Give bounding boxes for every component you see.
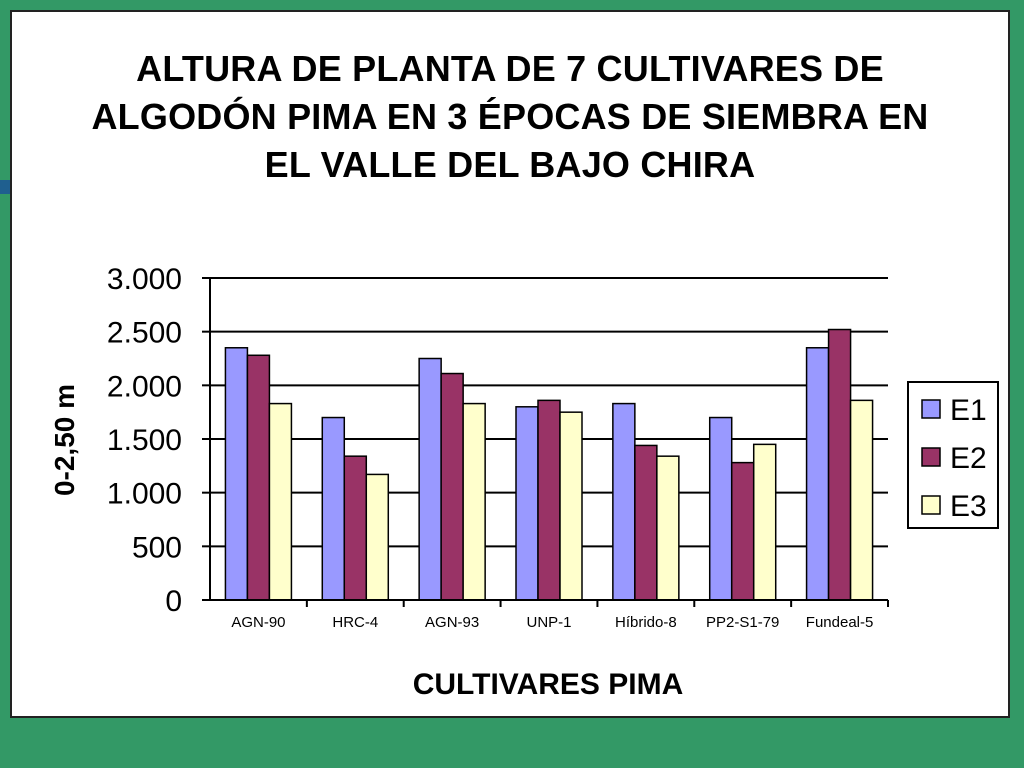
bar-e1-5 <box>708 416 733 601</box>
y-tick-label: 0 <box>165 585 182 618</box>
y-tick-label: 2.000 <box>107 370 182 403</box>
bar-e1-4 <box>612 402 636 601</box>
bar-e3-1 <box>365 473 390 601</box>
x-tick-labels: AGN-90 HRC-4 AGN-93 UNP-1 Híbrido-8 PP2-S1-79… <box>231 614 873 631</box>
bar-e1-6 <box>805 347 830 601</box>
legend-label-e1: E1 <box>950 394 987 427</box>
axes <box>202 277 889 607</box>
bar-e2-5 <box>730 461 755 601</box>
x-tick-label: AGN-90 <box>231 614 285 631</box>
y-axis-label: 0-2,50 m <box>49 384 80 496</box>
chart-title: ALTURA DE PLANTA DE 7 CULTIVARES DE ALGO… <box>91 48 929 185</box>
bar-e1-1 <box>321 416 346 601</box>
side-accent-mark <box>0 180 12 194</box>
bar-e3-0 <box>268 402 293 601</box>
bar-e3-5 <box>752 443 777 601</box>
bar-e2-0 <box>246 354 271 601</box>
bar-e2-6 <box>827 328 852 601</box>
x-tick-label: PP2-S1-79 <box>706 614 779 631</box>
x-tick-label: HRC-4 <box>332 614 378 631</box>
y-tick-label: 1.000 <box>107 478 182 511</box>
x-tick-label: UNP-1 <box>526 614 571 631</box>
legend-label-e3: E3 <box>950 490 987 523</box>
bar-e1-3 <box>515 406 539 601</box>
y-tick-label: 1.500 <box>107 424 182 457</box>
legend-swatch-e2 <box>921 447 941 467</box>
x-tick-label: Fundeal-5 <box>806 614 874 631</box>
y-tick-label: 2.500 <box>107 317 182 350</box>
bar-e1-0 <box>224 347 249 601</box>
y-tick-label: 3.000 <box>107 263 182 296</box>
legend-label-e2: E2 <box>950 442 987 475</box>
bar-e3-3 <box>559 411 583 601</box>
bar-e3-4 <box>656 455 680 601</box>
x-tick-label: Híbrido-8 <box>615 614 677 631</box>
legend-swatch-e1 <box>921 399 941 419</box>
bar-e2-4 <box>634 444 658 601</box>
legend: E1 E2 E3 <box>907 381 999 529</box>
x-tick-label: AGN-93 <box>425 614 479 631</box>
bar-e3-6 <box>849 399 874 601</box>
legend-swatch-e3 <box>921 495 941 515</box>
bar-e2-2 <box>440 372 464 601</box>
x-axis-label: CULTIVARES PIMA <box>413 668 684 701</box>
bar-e1-2 <box>418 357 442 601</box>
y-tick-label: 500 <box>132 531 182 564</box>
bars <box>224 328 874 601</box>
bar-e2-1 <box>343 455 368 601</box>
bar-e3-2 <box>462 402 486 601</box>
bar-e2-3 <box>537 399 561 601</box>
y-tick-labels: 0 500 1.000 1.500 2.000 2.500 3.000 <box>107 263 182 618</box>
